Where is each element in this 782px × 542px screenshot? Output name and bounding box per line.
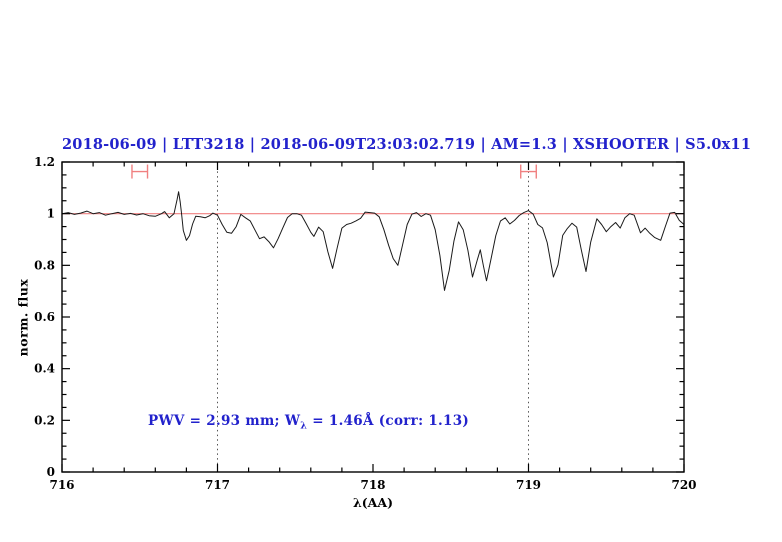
pwv-annotation-subscript: λ [300,420,308,432]
y-tick-label: 0 [47,465,55,479]
pwv-annotation-suffix: = 1.46Å (corr: 1.13) [307,413,470,429]
x-tick-label: 718 [360,478,385,492]
y-tick-label: 0.2 [34,413,55,427]
spectrum-line [61,191,685,291]
x-tick-label: 720 [671,478,696,492]
y-tick-label: 1 [47,207,55,221]
x-axis-label: λ(AA) [353,495,393,510]
y-tick-label: 1.2 [34,155,55,169]
y-axis-label: norm. flux [15,278,31,357]
pwv-annotation-prefix: PWV = 2.93 mm; W [148,413,301,429]
y-tick-label: 0.8 [34,258,55,272]
x-tick-label: 717 [205,478,230,492]
pwv-annotation: PWV = 2.93 mm; Wλ = 1.46Å (corr: 1.13) [148,413,469,432]
plot-title: 2018-06-09 | LTT3218 | 2018-06-09T23:03:… [62,136,752,153]
y-tick-label: 0.4 [34,362,55,376]
y-tick-label: 0.6 [34,310,55,324]
x-tick-label: 719 [516,478,541,492]
x-tick-label: 716 [49,478,74,492]
